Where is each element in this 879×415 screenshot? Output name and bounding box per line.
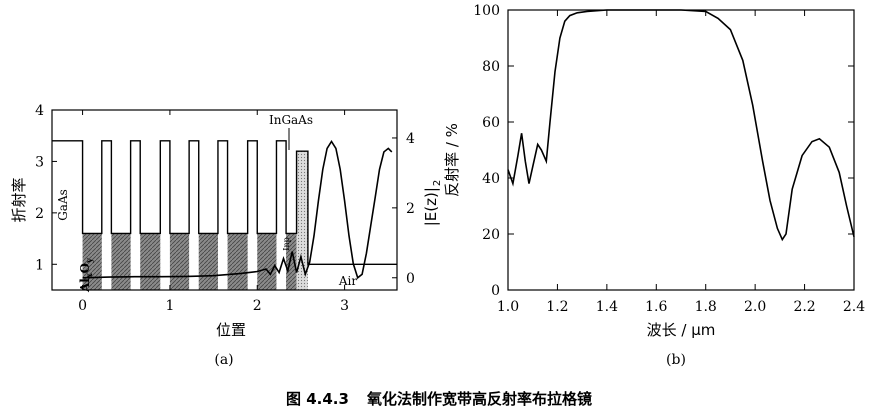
layer-alxoy: [257, 233, 277, 290]
x-tick-label: 1: [165, 298, 174, 314]
refractive-index-profile-line: [52, 140, 397, 265]
chart-b-xlabel: 波长 / μm: [647, 321, 716, 339]
layer-alxoy: [140, 233, 161, 290]
annotation-ingaas: InGaAs: [269, 113, 313, 127]
chart-b-frame: [507, 9, 855, 291]
y-tick-label-right: 2: [406, 201, 415, 217]
y-tick-label-right: 0: [406, 271, 415, 287]
x-tick-label: 1.4: [596, 299, 618, 315]
y-tick-label: 40: [482, 171, 500, 187]
x-tick-label: 1.8: [695, 299, 717, 315]
annotation-alox-sub-y: y: [84, 258, 94, 264]
x-tick-label: 2.0: [744, 299, 766, 315]
layer-alxoy: [227, 233, 248, 290]
annotation-alox: AlxOy: [78, 258, 94, 293]
x-tick-label: 1.2: [546, 299, 568, 315]
y-tick-label-left: 4: [35, 103, 44, 119]
chart-a-frame: [51, 109, 398, 291]
y-tick-label-left: 1: [35, 257, 44, 273]
annotation-alox-o: O: [78, 263, 92, 273]
chart-a-xlabel: 位置: [216, 321, 246, 339]
field-intensity-curve: [82, 140, 393, 280]
chart-b-ylabel: 反射率 / %: [443, 123, 461, 197]
layer-inp: [296, 151, 308, 290]
layer-alxoy: [111, 233, 131, 290]
chart-a-ylabel-right: |E(z)|2: [422, 180, 443, 227]
y-tick-label-left: 2: [35, 206, 44, 222]
annotation-air: Air: [338, 274, 358, 288]
chart-b-ticks: 1.0 1.2 1.4 1.6 1.8 2.0 2.2 2.4 0 20 40 60 80 100: [473, 3, 865, 315]
chart-a-ylabel-right-sub: 2: [432, 180, 443, 186]
y-tick-label: 60: [482, 115, 500, 131]
x-tick-label: 1.0: [497, 299, 519, 315]
annotation-alox-sub-x: x: [84, 273, 94, 278]
annotation-inp: Inp: [282, 237, 291, 250]
refractive-index-layers: [82, 151, 308, 290]
chart-a-ylabel-right-main: |E(z)|: [422, 187, 440, 226]
y-tick-label: 80: [482, 59, 500, 75]
figure-caption-title: 氧化法制作宽带高反射率布拉格镜: [366, 390, 592, 408]
x-tick-label: 3: [340, 298, 349, 314]
x-tick-label: 2.2: [793, 299, 815, 315]
x-tick-label: 0: [78, 298, 87, 314]
chart-b-panel-label: (b): [666, 352, 686, 368]
chart-a-ticks: 0 1 2 3 1 2 3 4 0 2 4: [35, 103, 415, 314]
annotation-gaas: GaAs: [56, 189, 70, 221]
y-tick-label: 0: [491, 283, 500, 299]
layer-alxoy: [286, 233, 297, 290]
layer-alxoy: [82, 233, 102, 290]
figure-caption: 图 4.4.3 氧化法制作宽带高反射率布拉格镜: [286, 390, 592, 408]
layer-alxoy: [198, 233, 218, 290]
chart-a-panel-label: (a): [214, 352, 233, 368]
chart-b: 1.0 1.2 1.4 1.6 1.8 2.0 2.2 2.4 0 20 40 60 80 100 反射率…: [443, 3, 865, 368]
y-tick-label-left: 3: [35, 154, 44, 170]
reflectivity-curve: [507, 9, 855, 242]
chart-a-ylabel-left: 折射率: [10, 177, 28, 222]
annotation-alox-al: Al: [78, 278, 92, 293]
x-tick-label: 2.4: [843, 299, 865, 315]
x-tick-label: 1.6: [645, 299, 667, 315]
layer-alxoy: [169, 233, 190, 290]
x-tick-label: 2: [253, 298, 262, 314]
y-tick-label: 20: [482, 227, 500, 243]
y-tick-label: 100: [473, 3, 500, 19]
figure-caption-number: 图 4.4.3: [286, 390, 349, 408]
y-tick-label-right: 4: [406, 131, 415, 147]
